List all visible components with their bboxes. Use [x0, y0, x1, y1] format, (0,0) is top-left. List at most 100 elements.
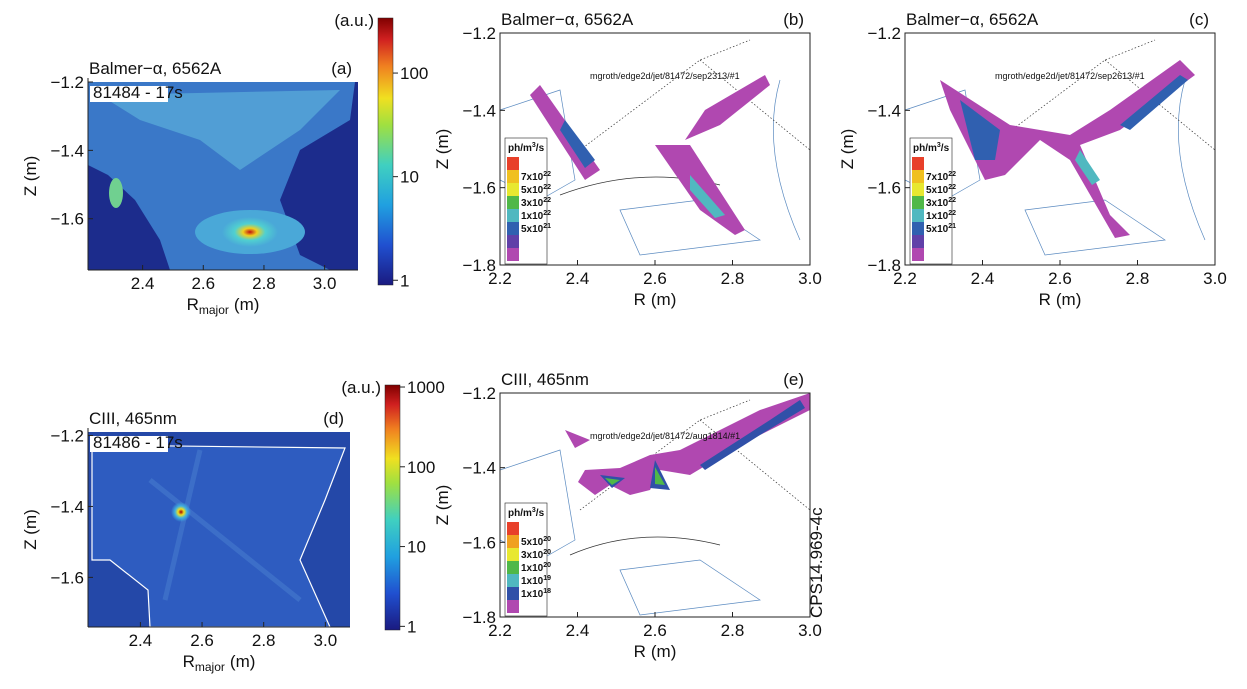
x-tick-label: 2.6 [191, 274, 215, 293]
legend-label: 3x1022 [926, 197, 956, 209]
text-part: 22 [948, 171, 956, 178]
text-part: 18 [543, 588, 551, 595]
text-part: (m) [230, 652, 255, 671]
legend-title: ph/m3/s [913, 142, 950, 154]
colorbar-label: (a.u.) [341, 378, 381, 397]
y-tick-label: −1.4 [50, 497, 84, 516]
x-axis-label: Rmajor (m) [187, 295, 260, 317]
legend-swatch [507, 600, 519, 613]
x-tick-label: 2.2 [488, 269, 512, 288]
run-path: mgroth/edge2d/jet/81472/sep2613/#1 [995, 71, 1145, 81]
colorbar-tick-label: 100 [407, 458, 435, 477]
legend-swatch [507, 248, 519, 261]
legend-label: 1x1019 [521, 575, 551, 587]
legend-label: 7x1022 [926, 171, 956, 183]
colorbar-tick-label: 10 [400, 168, 419, 187]
shot-box [90, 86, 168, 102]
x-axis-label: Rmajor (m) [183, 652, 256, 674]
x-axis-label: R (m) [634, 290, 677, 309]
text-part: /s [536, 143, 545, 154]
text-part: 1x10 [521, 589, 544, 600]
text-part: (m) [234, 295, 259, 314]
text-part: (m) [1056, 290, 1081, 309]
text-part: 1x10 [926, 211, 949, 222]
x-tick-label: 2.6 [643, 269, 667, 288]
legend-swatch [912, 183, 924, 196]
panel-label: (c) [1189, 10, 1209, 29]
legend-label: 5x1022 [926, 184, 956, 196]
panel-label: (e) [783, 370, 804, 389]
y-tick-label: −1.4 [867, 101, 901, 120]
colorbar-tick-label: 1 [400, 271, 409, 290]
y-tick-label: −1.2 [462, 24, 496, 43]
legend-swatch [507, 522, 519, 535]
y-tick-label: −1.6 [867, 179, 901, 198]
x-tick-label: 3.0 [1203, 269, 1227, 288]
colorbar-tick-label: 1000 [407, 378, 445, 397]
text-part: R [1039, 290, 1051, 309]
text-part: 7x10 [926, 172, 949, 183]
panel-label: (a) [331, 59, 352, 78]
legend-swatch [912, 170, 924, 183]
legend-label: 5x1021 [521, 223, 551, 235]
legend-label: 1x1022 [521, 210, 551, 222]
shot-label: 81484 - 17s [93, 83, 183, 102]
text-part: (m) [651, 290, 676, 309]
text-part: 3 [532, 507, 536, 514]
text-part: 5x10 [521, 537, 544, 548]
x-tick-label: 2.6 [643, 621, 667, 640]
legend-label: 3x1020 [521, 549, 551, 561]
text-part: 21 [543, 223, 551, 230]
legend-swatch [507, 170, 519, 183]
text-part: 3x10 [926, 198, 949, 209]
legend-swatch [912, 196, 924, 209]
legend-title: ph/m3/s [508, 507, 545, 519]
legend-label: 3x1022 [521, 197, 551, 209]
y-tick-label: −1.6 [50, 210, 84, 229]
text-part: 1x10 [521, 576, 544, 587]
legend-label: 5x1020 [521, 536, 551, 548]
panel-title: Balmer−α, 6562A [89, 59, 222, 78]
legend-label: 5x1021 [926, 223, 956, 235]
text-part: ph/m [913, 143, 937, 154]
legend-swatch [507, 157, 519, 170]
y-tick-label: −1.2 [50, 427, 84, 446]
x-tick-label: 2.8 [721, 621, 745, 640]
shot-label: 81486 - 17s [93, 433, 183, 452]
colorbar-tick-label: 100 [400, 64, 428, 83]
text-part: 3 [937, 142, 941, 149]
text-part: 20 [543, 549, 551, 556]
y-tick-label: −1.8 [867, 256, 901, 275]
text-part: 22 [543, 210, 551, 217]
x-tick-label: 2.8 [721, 269, 745, 288]
legend-label: 1x1022 [926, 210, 956, 222]
text-part: 22 [948, 184, 956, 191]
legend-swatch [507, 235, 519, 248]
panel-title: CIII, 465nm [501, 370, 589, 389]
text-part: ph/m [508, 143, 532, 154]
text-part: R [634, 290, 646, 309]
x-tick-label: 3.0 [798, 621, 822, 640]
contour-b [499, 39, 811, 256]
x-tick-label: 2.4 [971, 269, 995, 288]
text-part: 20 [543, 562, 551, 569]
text-part: 3 [532, 142, 536, 149]
x-tick-label: 2.4 [566, 621, 590, 640]
legend-label: 1x1018 [521, 588, 551, 600]
y-axis-label: Z (m) [21, 156, 40, 197]
legend-swatch [507, 209, 519, 222]
figure-id: CPS14.969-4c [807, 507, 826, 618]
text-part: 22 [948, 197, 956, 204]
text-part: major [199, 303, 229, 317]
legend-swatch [507, 183, 519, 196]
y-tick-label: −1.2 [462, 384, 496, 403]
text-part: R [187, 295, 199, 314]
text-part: (m) [651, 642, 676, 661]
y-axis-label: Z (m) [433, 485, 452, 526]
panel-title: Balmer−α, 6562A [501, 10, 634, 29]
colorbar-tick-label: 1 [407, 617, 416, 636]
x-tick-label: 3.0 [798, 269, 822, 288]
text-part: /s [941, 143, 950, 154]
x-tick-label: 2.4 [566, 269, 590, 288]
